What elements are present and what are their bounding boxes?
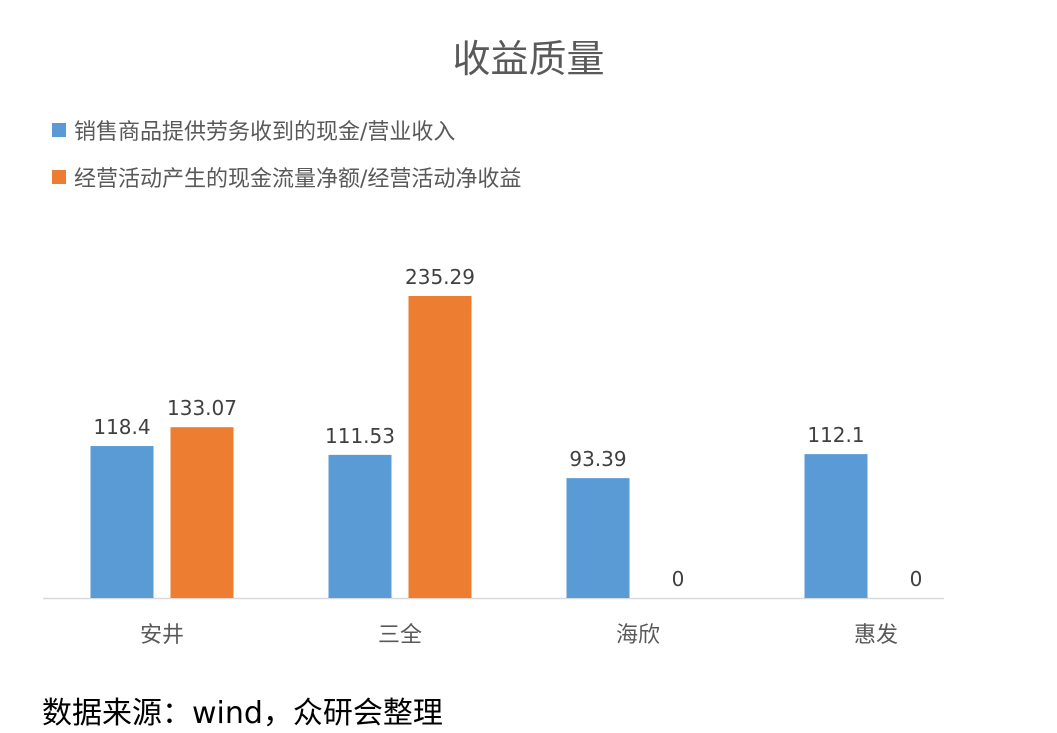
- data-label: 0: [672, 567, 685, 591]
- legend-label: 经营活动产生的现金流量净额/经营活动净收益: [74, 167, 522, 192]
- data-label: 0: [910, 567, 923, 591]
- x-tick-label: 安井: [140, 623, 184, 648]
- source-note: 数据来源：wind，众研会整理: [42, 696, 443, 731]
- data-label: 93.39: [569, 447, 626, 471]
- x-tick-label: 三全: [378, 623, 422, 648]
- legend-swatch-blue: [52, 123, 66, 137]
- data-label: 118.4: [93, 415, 150, 439]
- bar-cash-revenue-0: [90, 446, 154, 598]
- data-label: 133.07: [167, 396, 237, 420]
- chart-legend: 销售商品提供劳务收到的现金/营业收入 经营活动产生的现金流量净额/经营活动净收益: [52, 118, 521, 212]
- legend-item-cash-revenue-ratio: 销售商品提供劳务收到的现金/营业收入: [52, 118, 521, 145]
- bar-cashflow-income-1: [408, 296, 472, 598]
- legend-swatch-orange: [52, 170, 66, 184]
- bar-cashflow-income-0: [170, 427, 234, 598]
- legend-label: 销售商品提供劳务收到的现金/营业收入: [74, 120, 456, 145]
- bar-cash-revenue-2: [566, 478, 630, 598]
- data-label: 111.53: [325, 424, 395, 448]
- x-tick-label: 惠发: [854, 623, 898, 648]
- data-label: 235.29: [405, 265, 475, 289]
- bar-cash-revenue-3: [804, 454, 868, 598]
- chart-title: 收益质量: [452, 37, 605, 81]
- data-label: 112.1: [807, 423, 864, 447]
- bar-cash-revenue-1: [328, 454, 392, 598]
- x-tick-label: 海欣: [616, 623, 660, 648]
- legend-item-cashflow-income-ratio: 经营活动产生的现金流量净额/经营活动净收益: [52, 165, 521, 192]
